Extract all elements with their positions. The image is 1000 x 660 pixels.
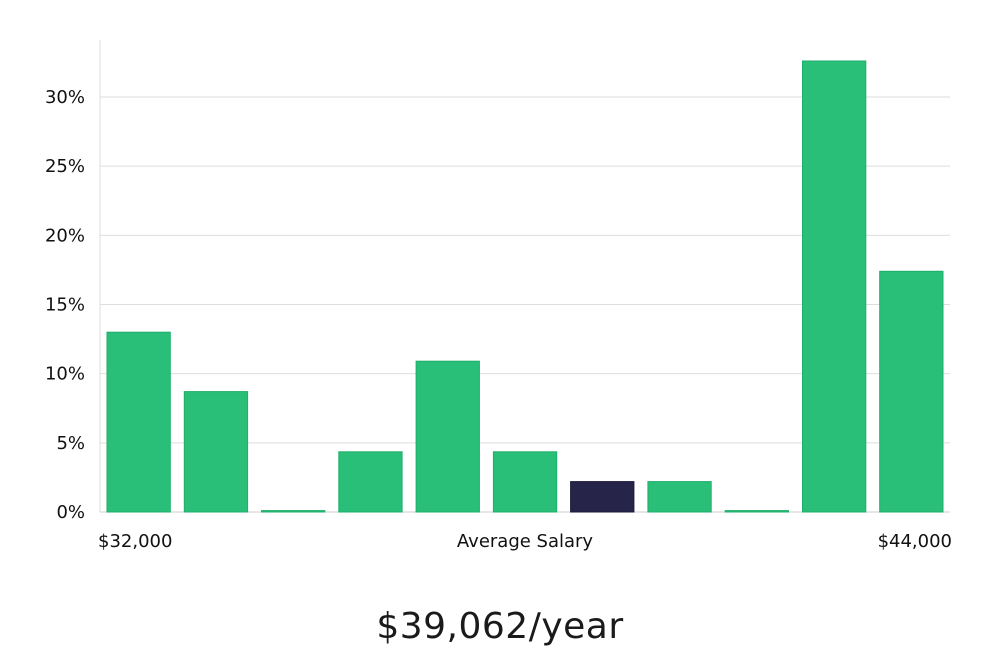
x-max-label: $44,000 (878, 531, 952, 552)
bar (724, 510, 790, 513)
bar (415, 360, 480, 513)
bar (183, 391, 249, 513)
bar (802, 60, 867, 513)
bar (879, 270, 944, 513)
bar (261, 510, 326, 513)
bars (106, 60, 944, 513)
bar (338, 451, 403, 513)
y-tick-label: 5% (56, 433, 85, 454)
y-tick-label: 30% (45, 87, 85, 108)
bar (647, 481, 712, 513)
y-tick-label: 10% (45, 364, 85, 385)
x-axis-title: Average Salary (457, 531, 594, 552)
salary-histogram: 0% 5% 10% 15% 20% 25% 30% $32,000 Average Sala… (45, 40, 952, 552)
y-axis-ticks: 0% 5% 10% 15% 20% 25% 30% (45, 87, 85, 523)
average-salary-figure: $39,062/year (376, 606, 624, 647)
x-min-label: $32,000 (98, 531, 172, 552)
bar-highlighted (570, 481, 635, 513)
y-tick-label: 20% (45, 225, 85, 246)
bar (106, 331, 171, 513)
bar (492, 451, 558, 513)
y-tick-label: 25% (45, 156, 85, 177)
y-tick-label: 0% (56, 502, 85, 523)
y-tick-label: 15% (45, 295, 85, 316)
